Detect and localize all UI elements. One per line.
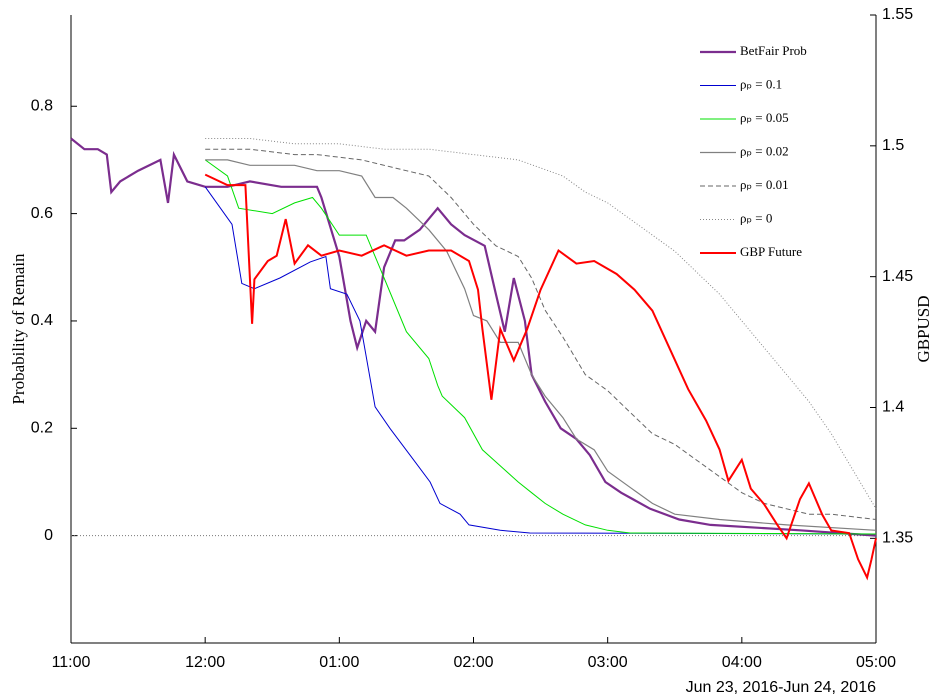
legend-label: GBP Future — [740, 244, 802, 259]
legend-label: ρₚ = 0.1 — [740, 76, 782, 91]
series-line — [205, 159, 877, 531]
legend-label: BetFair Prob — [740, 43, 807, 58]
series-line — [70, 137, 877, 537]
y-tick-label: 0 — [44, 527, 53, 544]
series-line — [204, 186, 877, 535]
x-tick-label: 04:00 — [722, 654, 762, 671]
legend-label: ρₚ = 0.01 — [740, 177, 789, 192]
y2-tick-label: 1.4 — [882, 399, 904, 416]
x-tick-label: 05:00 — [856, 654, 896, 671]
series-line — [204, 173, 877, 581]
legend-label: ρₚ = 0.02 — [740, 143, 789, 158]
legend-label: ρₚ = 0.05 — [740, 110, 789, 125]
y2-tick-label: 1.35 — [882, 530, 913, 547]
y-tick-label: 0.2 — [31, 420, 53, 437]
x-axis-label: Jun 23, 2016-Jun 24, 2016 — [686, 679, 876, 696]
x-tick-label: 03:00 — [588, 654, 628, 671]
x-tick-label: 02:00 — [453, 654, 493, 671]
series-line — [205, 148, 877, 520]
y2-tick-label: 1.45 — [882, 268, 913, 285]
x-tick-label: 12:00 — [185, 654, 225, 671]
y2-tick-label: 1.5 — [882, 137, 904, 154]
y2-axis-label: GBPUSD — [914, 295, 933, 362]
y-tick-label: 0.8 — [31, 97, 53, 114]
x-tick-label: 11:00 — [52, 654, 91, 671]
y-tick-label: 0.6 — [31, 205, 53, 222]
y-axis-label: Probability of Remain — [9, 253, 28, 405]
series-line — [204, 159, 877, 535]
legend-label: ρₚ = 0 — [740, 210, 772, 225]
y2-tick-label: 1.55 — [882, 6, 913, 23]
series-line — [205, 138, 877, 510]
y-tick-label: 0.4 — [31, 312, 53, 329]
x-tick-label: 01:00 — [319, 654, 359, 671]
